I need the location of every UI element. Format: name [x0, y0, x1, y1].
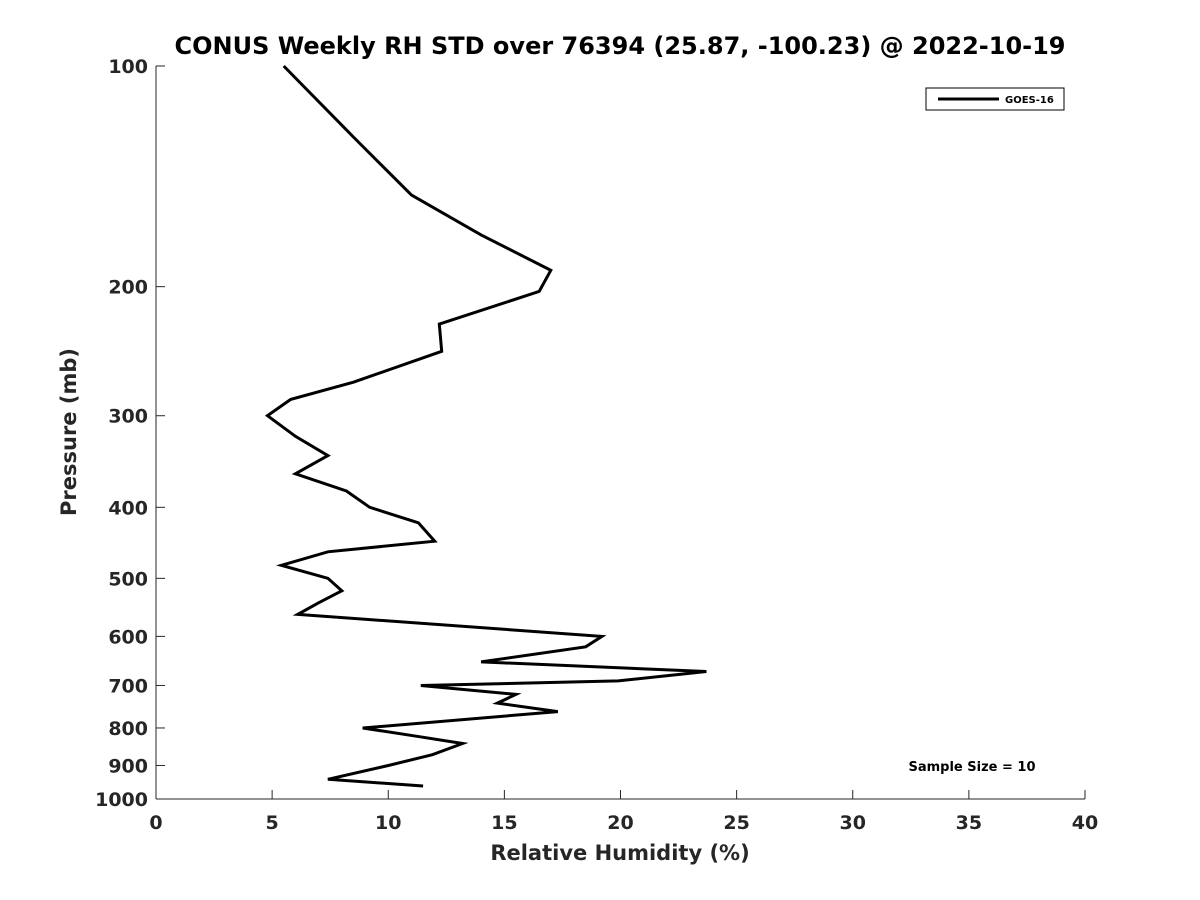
x-tick-label: 15: [491, 812, 517, 834]
x-tick-label: 40: [1072, 812, 1098, 834]
y-axis-label: Pressure (mb): [57, 348, 81, 516]
x-tick-label: 10: [375, 812, 401, 834]
y-tick-label: 600: [108, 626, 148, 648]
y-tick-label: 1000: [95, 789, 148, 811]
plot-area: [155, 64, 1085, 800]
chart-title: CONUS Weekly RH STD over 76394 (25.87, -…: [174, 32, 1065, 60]
sample-size-annotation: Sample Size = 10: [908, 760, 1035, 775]
y-tick-label: 500: [108, 568, 148, 590]
y-tick-label: 200: [108, 277, 148, 299]
series-line-goes-16: [264, 64, 707, 788]
legend-label: GOES-16: [1005, 95, 1054, 106]
x-tick-label: 20: [607, 812, 633, 834]
y-axis-ticks: 100 200 300 400 500 600 700 800 900 1000: [95, 56, 165, 811]
x-tick-label: 25: [723, 812, 749, 834]
x-axis-ticks: 0 5 10 15 20 25 30 35 40: [149, 790, 1098, 834]
y-tick-label: 400: [108, 497, 148, 519]
y-tick-label: 100: [108, 56, 148, 78]
legend: GOES-16: [925, 87, 1065, 111]
y-tick-label: 800: [108, 718, 148, 740]
x-tick-label: 30: [840, 812, 866, 834]
x-tick-label: 35: [956, 812, 982, 834]
y-tick-label: 700: [108, 675, 148, 697]
y-tick-label: 300: [108, 406, 148, 428]
x-tick-label: 0: [149, 812, 162, 834]
y-tick-label: 900: [108, 755, 148, 777]
x-axis-label: Relative Humidity (%): [490, 841, 749, 865]
x-tick-label: 5: [266, 812, 279, 834]
